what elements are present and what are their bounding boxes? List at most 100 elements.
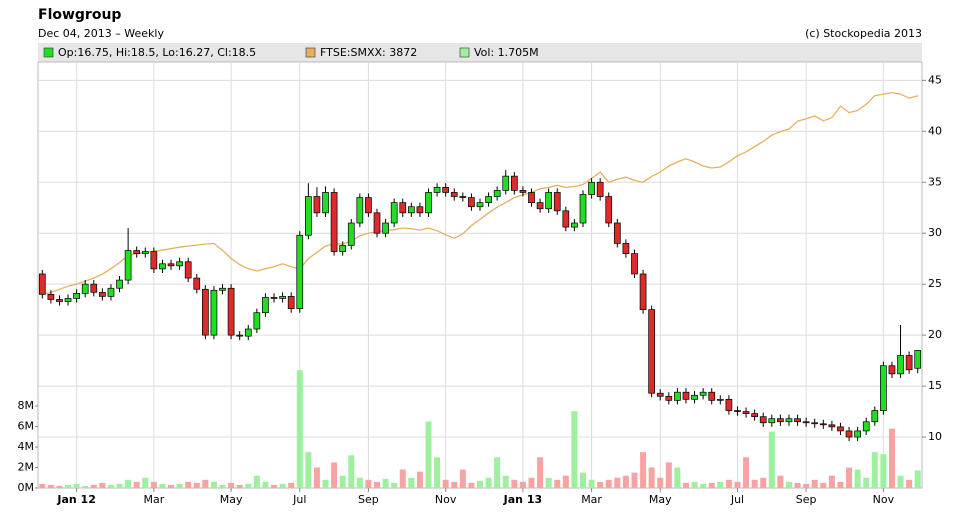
candle-body [38,273,46,295]
volume-bar [897,475,904,488]
volume-bar [597,481,604,488]
volume-bar [562,475,569,488]
candle-body [665,395,673,401]
candle-body [699,391,707,396]
candle-body [167,263,175,267]
x-tick-label: May [220,493,243,506]
candle-body [73,292,80,299]
candle-body [485,196,492,203]
candle-body [459,196,467,198]
candle-body [407,206,415,214]
volume-bar [107,484,114,488]
volume-bar [262,481,269,488]
volume-bar [202,479,209,488]
candle-body [176,261,183,267]
volume-bar [785,481,792,488]
volume-bar [313,467,320,488]
volume-bar [271,484,278,488]
candle-body [433,187,441,193]
volume-bar [47,484,54,488]
candle-body [107,287,115,297]
volume-bar [588,479,595,488]
candle-body [802,421,810,424]
volume-bar [150,481,157,488]
candle-body [571,222,578,228]
volume-bar [228,482,235,488]
candle-body [785,418,793,423]
volume-bar [416,471,423,488]
volume-bar [622,475,629,488]
volume-bar [846,467,853,488]
volume-bar [193,482,200,488]
candle-body [553,192,561,212]
volume-bar [794,482,801,488]
candle-body [202,288,209,336]
candle-body [596,181,604,197]
volume-bar [906,479,913,488]
candle-body [648,309,656,394]
candle-body [528,192,535,203]
candle-body [219,287,226,291]
candle-body [631,253,638,275]
candle-body [159,263,166,270]
volume-bar [674,467,681,488]
volume-bar [665,462,672,488]
candle-body [304,196,312,236]
x-tick-label: Nov [435,493,457,506]
candle-body [270,297,278,299]
candle-body [399,202,407,214]
candle-body [227,287,235,336]
chart-title: Flowgroup [38,7,121,23]
candle-body [141,251,149,254]
candle-body [751,413,758,418]
volume-bar [871,452,878,488]
candle-body [519,190,527,193]
volume-bar [133,481,140,488]
candle-body [390,202,398,224]
volume-bar [56,485,63,488]
volume-bar [691,481,698,488]
candle-body [236,334,244,337]
candle-body [99,291,106,297]
candle-body [837,426,844,432]
volume-tick-label: 8M [18,399,35,412]
volume-bar [657,477,664,488]
volume-bar [82,485,89,488]
volume-bar [605,479,612,488]
candle-body [330,192,338,252]
volume-bar [777,475,784,488]
volume-bar [820,482,827,488]
candle-body [425,192,432,214]
candle-body [365,197,372,214]
volume-bar [760,477,767,488]
candle-body [210,289,218,336]
candle-body [905,355,913,371]
volume-bar [717,481,724,488]
legend-bar [38,43,922,62]
volume-bar [73,483,80,488]
volume-bar [614,477,621,488]
y-tick-label: 20 [928,328,942,341]
legend-label: Vol: 1.705M [474,46,539,59]
x-tick-label: Jan 12 [56,493,95,506]
volume-bar [434,457,441,488]
candle-body [708,391,716,401]
candle-body [253,312,261,330]
candle-body [742,411,750,414]
candle-body [262,297,269,314]
legend-label: FTSE:SMXX: 3872 [320,46,417,59]
candle-body [450,192,458,197]
candle-body [493,190,501,197]
candle-body [871,410,879,423]
volume-bar [185,481,192,488]
volume-bar [571,411,578,488]
candle-body [725,398,733,411]
volume-bar [682,482,689,488]
volume-bar [125,479,132,488]
candle-body [339,245,347,252]
candle-body [777,418,784,423]
chart-subtitle: Dec 04, 2013 – Weekly [38,27,164,40]
candle-body [510,175,518,191]
ftse-line [42,91,918,296]
